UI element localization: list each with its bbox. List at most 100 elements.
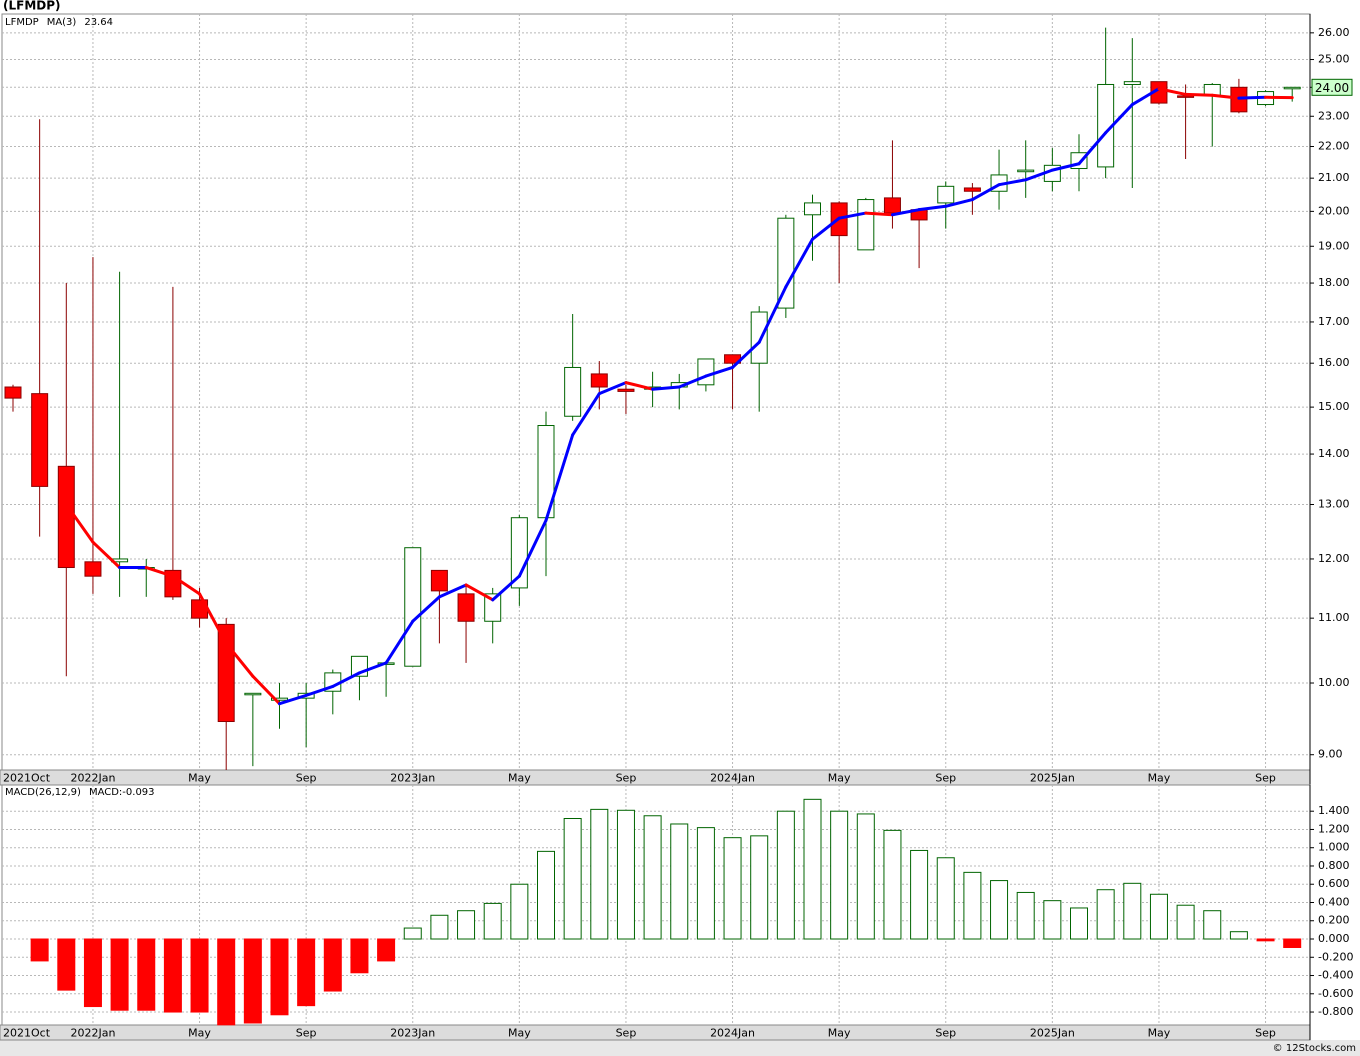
candle-body	[404, 547, 422, 667]
y-tick-label: 11.00	[1318, 611, 1350, 624]
x-tick-label: May	[1148, 772, 1171, 785]
x-tick-label: Sep	[616, 1027, 637, 1040]
macd-bar	[377, 938, 396, 962]
macd-bar	[1070, 907, 1088, 940]
ma-line	[651, 385, 681, 391]
ma-line	[757, 285, 788, 344]
ma-line	[544, 433, 575, 522]
candle-body	[84, 561, 102, 577]
macd-bar	[963, 871, 982, 940]
candle-body	[963, 187, 981, 192]
y-tick-label: -0.200	[1318, 950, 1353, 963]
ma-line	[491, 574, 521, 602]
candle-body	[4, 386, 22, 399]
macd-bar	[1176, 904, 1195, 940]
y-tick-label: 1.000	[1318, 841, 1350, 854]
y-tick-label: 1.400	[1318, 804, 1350, 817]
footer: © 12Stocks.com	[1273, 1043, 1356, 1054]
y-tick-label: 0.200	[1318, 914, 1350, 927]
y-tick-label: 1.200	[1318, 822, 1350, 835]
macd-bar	[936, 857, 955, 940]
macd-bar	[350, 938, 369, 974]
y-tick-label: 10.00	[1318, 676, 1350, 689]
candle-body	[217, 623, 235, 723]
ma-line	[597, 381, 628, 396]
ma-line	[1184, 92, 1214, 97]
macd-bar	[643, 815, 662, 940]
ma-line	[970, 183, 1001, 202]
macd-bar	[830, 810, 849, 940]
macd-bar	[856, 813, 875, 940]
ma-line	[890, 208, 921, 217]
legend-ma-value: 23.64	[84, 17, 113, 28]
x-tick-label: 2025Jan	[1030, 772, 1075, 785]
macd-bar	[297, 938, 316, 1007]
ma-line	[1130, 87, 1161, 107]
macd-bar	[590, 808, 609, 940]
ma-line	[64, 502, 95, 544]
chart-title: (LFMDP)	[3, 0, 61, 13]
ma-line	[437, 583, 468, 599]
candle-body	[1283, 86, 1301, 90]
ma-line	[1024, 168, 1054, 182]
ma-line	[784, 237, 814, 289]
x-tick-label: May	[508, 1027, 531, 1040]
ma-line	[251, 674, 281, 706]
candle-body	[857, 199, 875, 251]
macd-bar	[323, 938, 342, 992]
macd-bar	[1203, 910, 1222, 940]
candle-body	[750, 311, 768, 364]
ma-line	[944, 198, 974, 208]
x-tick-label: Sep	[1255, 772, 1276, 785]
macd-bar	[1016, 891, 1035, 940]
ma-line	[331, 671, 361, 688]
candle-body	[57, 465, 75, 569]
ma-line	[811, 216, 841, 241]
y-tick-label: 17.00	[1318, 315, 1350, 328]
ma-line	[917, 204, 948, 212]
candle-body	[1017, 169, 1035, 173]
x-tick-label: 2023Jan	[390, 1027, 435, 1040]
x-tick-label: 2022Jan	[70, 1027, 115, 1040]
last-price-box	[1311, 78, 1353, 96]
x-tick-label: May	[828, 1027, 851, 1040]
x-tick-label: May	[1148, 1027, 1171, 1040]
y-tick-label: 0.400	[1318, 895, 1350, 908]
ma-line	[411, 595, 441, 623]
y-tick-label: 18.00	[1318, 276, 1350, 289]
candle-body	[883, 197, 901, 214]
x-tick-label: May	[188, 1027, 211, 1040]
macd-bar	[57, 938, 76, 991]
x-tick-label: May	[828, 772, 851, 785]
candle-body	[564, 366, 582, 417]
y-tick-label: 15.00	[1318, 400, 1350, 413]
x-tick-label: Sep	[616, 772, 637, 785]
macd-bar	[83, 938, 102, 1008]
ma-line	[517, 518, 548, 578]
ma-line	[464, 583, 495, 602]
macd-bar	[430, 914, 449, 940]
y-tick-label: 16.00	[1318, 356, 1350, 369]
ma-line	[144, 566, 175, 578]
macd-bar	[616, 809, 635, 940]
legend-ma-name: MA(3)	[47, 17, 77, 28]
macd-bar	[1149, 893, 1168, 940]
macd-bar	[403, 927, 422, 940]
macd-bar	[1256, 938, 1275, 942]
macd-bar	[510, 883, 529, 940]
candle-body	[31, 393, 49, 487]
candle-body	[697, 358, 715, 386]
ma-line	[278, 693, 308, 706]
y-tick-label: 9.00	[1318, 748, 1343, 761]
ma-line	[198, 592, 228, 645]
x-tick-label: Sep	[935, 772, 956, 785]
ma-line	[1237, 95, 1268, 100]
ma-line	[704, 365, 735, 378]
x-tick-label: May	[188, 772, 211, 785]
macd-bar	[1123, 882, 1142, 940]
macd-bar	[1096, 889, 1115, 940]
candle-body	[244, 692, 262, 696]
y-tick-label: 20.00	[1318, 204, 1350, 217]
y-tick-label: 0.800	[1318, 859, 1350, 872]
